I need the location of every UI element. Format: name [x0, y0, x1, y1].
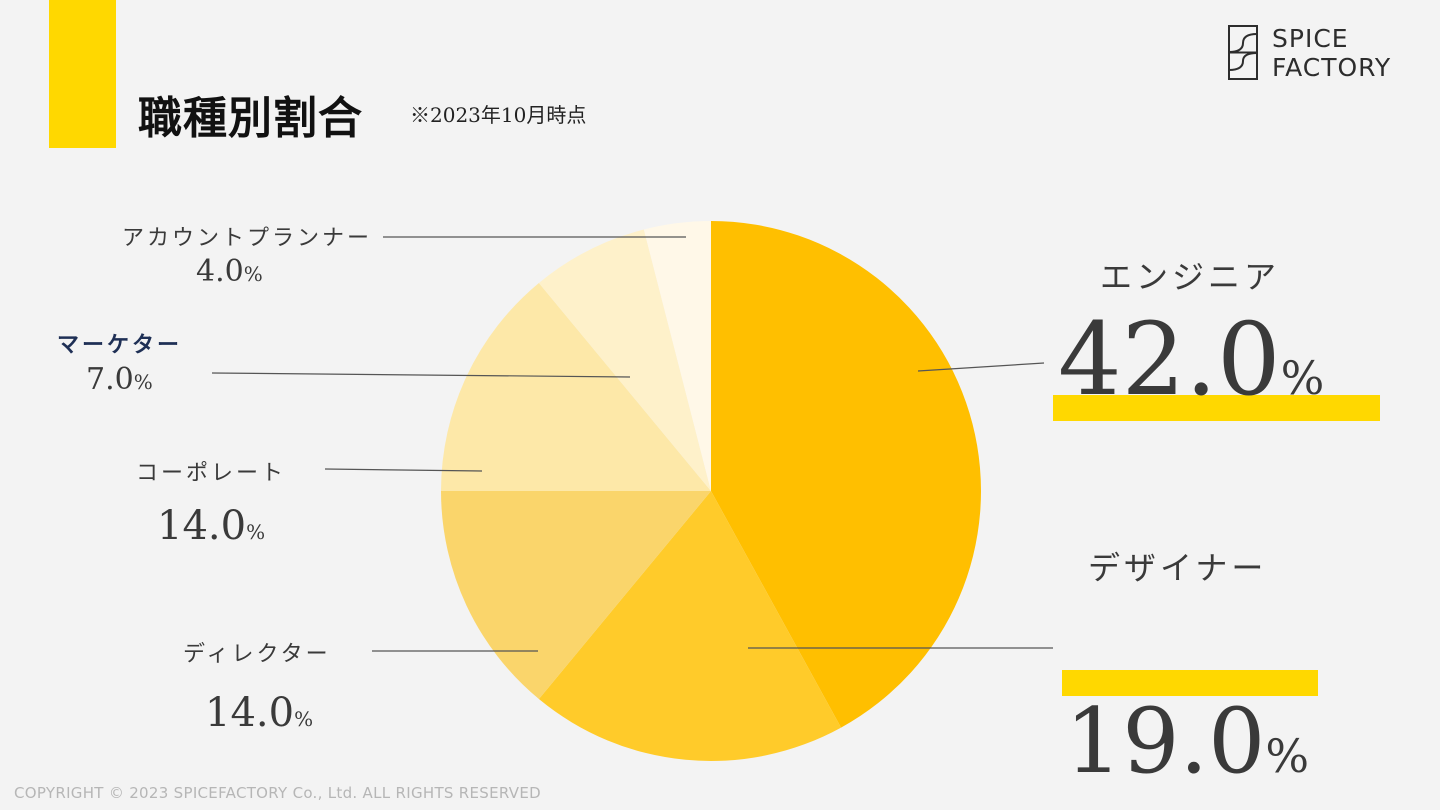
label-corporate-name: コーポレート	[136, 461, 287, 486]
label-marketer-value: 7.0%	[86, 362, 153, 397]
leader-corporate	[324, 468, 483, 472]
label-designer-name: デザイナー	[1088, 549, 1268, 587]
leader-engineer	[917, 362, 1045, 372]
label-marketer-name: マーケター	[57, 332, 183, 358]
label-director-value: 14.0%	[205, 690, 314, 736]
pie-slice-3	[441, 282, 711, 491]
label-account-planner-value: 4.0%	[196, 254, 263, 289]
logo-wordmark: SPICE FACTORY	[1272, 24, 1391, 82]
page-subtitle: ※2023年10月時点	[410, 103, 587, 127]
pie-slice-0	[711, 221, 981, 728]
label-engineer-name: エンジニア	[1100, 258, 1281, 296]
label-corporate-value: 14.0%	[157, 503, 266, 549]
label-engineer-value: 42.0%	[1058, 301, 1325, 418]
pie-slice-1	[538, 491, 842, 761]
label-director-name: ディレクター	[183, 642, 331, 667]
pie-slice-4	[538, 229, 711, 492]
leader-marketer	[211, 372, 631, 378]
designer-highlight	[1062, 670, 1318, 696]
engineer-highlight	[1053, 395, 1380, 421]
page-title: 職種別割合	[138, 93, 363, 144]
label-designer-value: 19.0%	[1065, 689, 1310, 794]
logo-line-1: SPICE	[1272, 24, 1349, 53]
copyright-footer: COPYRIGHT © 2023 SPICEFACTORY Co., Ltd. …	[14, 784, 541, 802]
spice-factory-logo-icon	[1228, 25, 1258, 80]
logo-line-2: FACTORY	[1272, 53, 1392, 82]
pie-slice-5	[643, 221, 711, 491]
label-account-planner-name: アカウントプランナー	[122, 226, 373, 251]
pie-slice-2	[441, 491, 711, 700]
accent-bar	[49, 0, 116, 148]
